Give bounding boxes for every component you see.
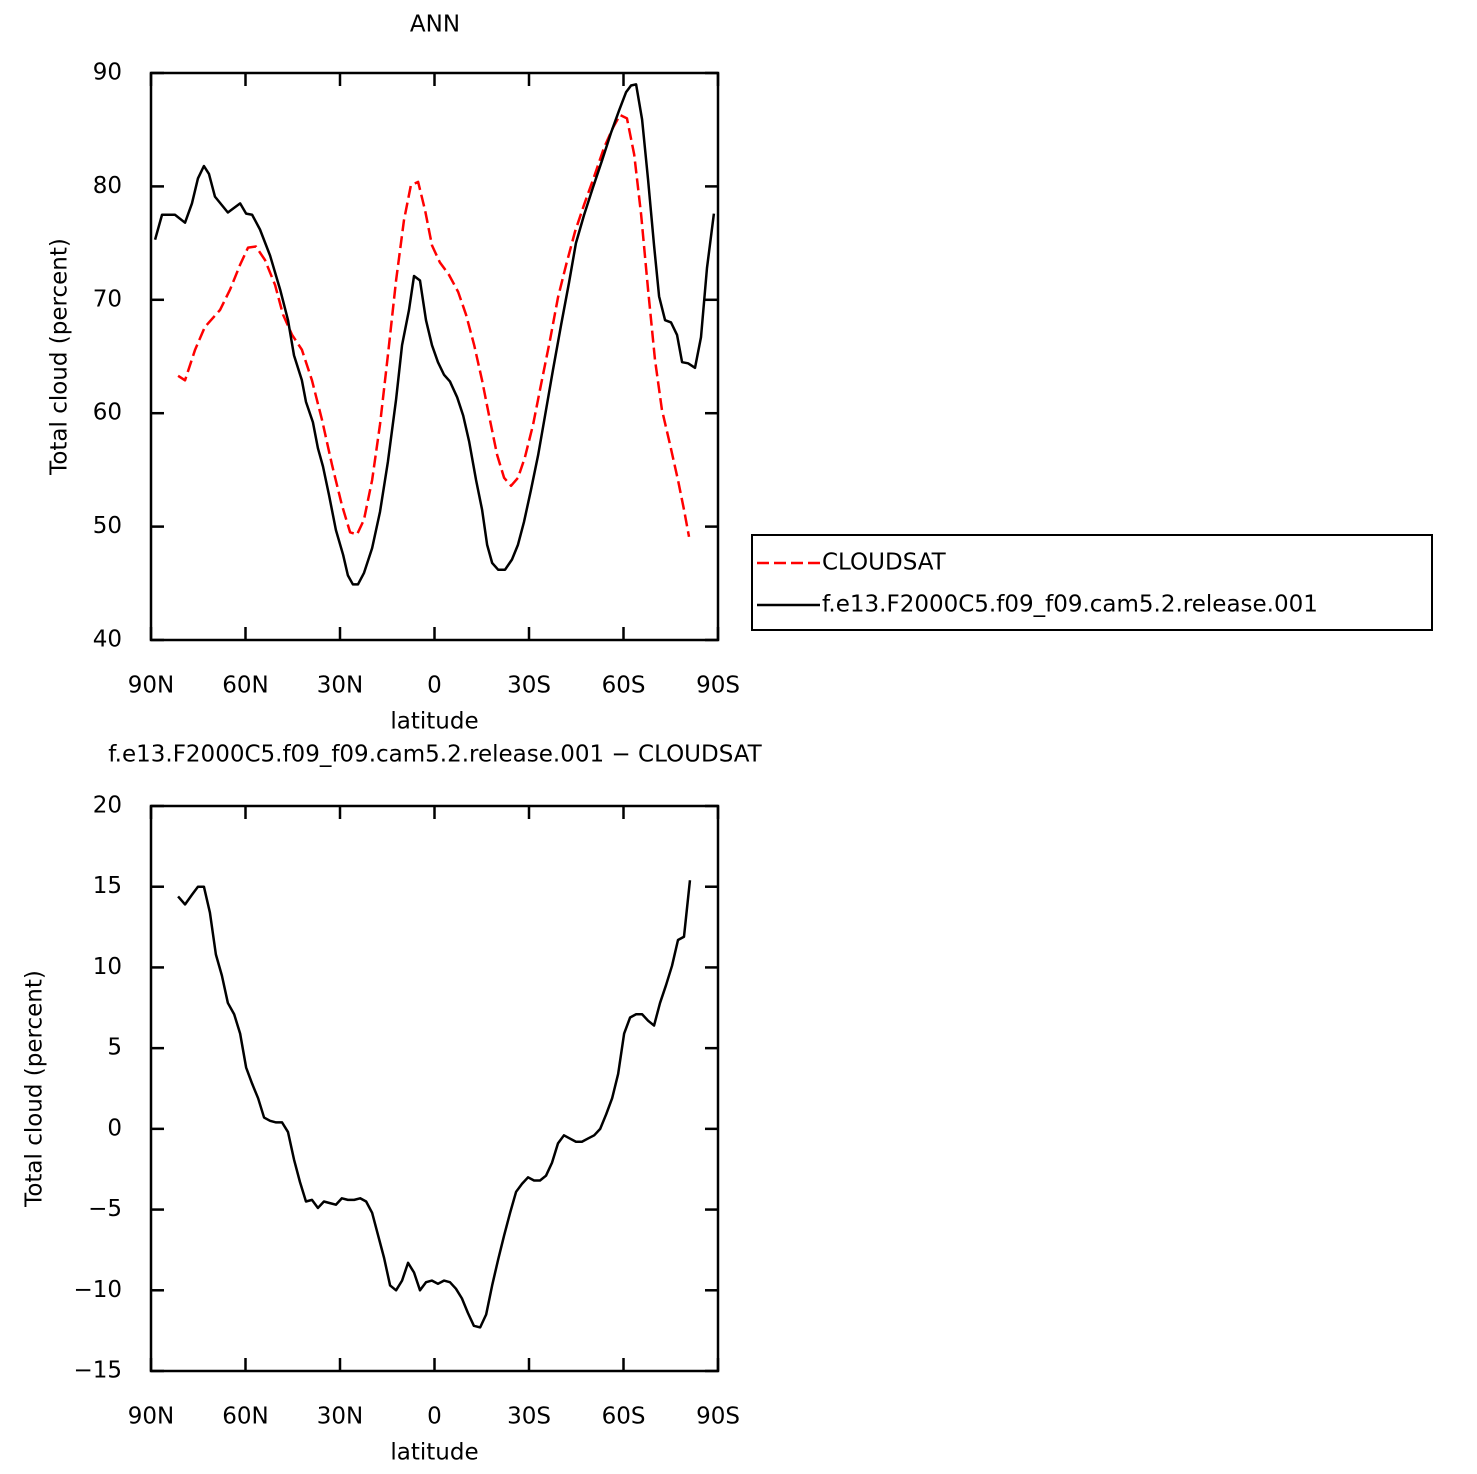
x-tick-label: 30S [507, 1404, 551, 1430]
chart-title: f.e13.F2000C5.f09_f09.cam5.2.release.001… [108, 742, 762, 768]
x-axis-label: latitude [390, 1440, 478, 1466]
x-tick-label: 60N [222, 673, 268, 699]
x-tick-label: 0 [427, 1404, 442, 1430]
y-tick-label: 40 [93, 627, 122, 653]
x-tick-label: 90S [696, 1404, 740, 1430]
x-tick-label: 90S [696, 673, 740, 699]
plot-frame [149, 71, 720, 642]
legend-box [751, 534, 1433, 631]
y-tick-label: 90 [93, 60, 122, 86]
legend-label: f.e13.F2000C5.f09_f09.cam5.2.release.001 [822, 592, 1318, 618]
y-tick-label: −5 [88, 1196, 122, 1222]
chart-title: ANN [410, 12, 460, 38]
data-line [177, 880, 692, 1329]
x-tick-label: 60N [222, 1404, 268, 1430]
x-tick-label: 30S [507, 673, 551, 699]
plot-frame [149, 804, 720, 1373]
y-tick-label: 50 [93, 513, 122, 539]
y-axis-label: Total cloud (percent) [47, 238, 73, 476]
data-line [177, 113, 691, 538]
x-tick-label: 30N [317, 1404, 363, 1430]
data-line [153, 83, 716, 586]
y-axis-label: Total cloud (percent) [22, 970, 48, 1208]
y-tick-label: −15 [73, 1358, 122, 1384]
x-tick-label: 90N [128, 673, 174, 699]
legend-label: CLOUDSAT [822, 550, 947, 576]
y-tick-label: 5 [107, 1035, 122, 1061]
y-tick-label: 10 [93, 954, 122, 980]
y-tick-label: −10 [73, 1277, 122, 1303]
y-tick-label: 15 [93, 873, 122, 899]
y-tick-label: 20 [93, 793, 122, 819]
x-tick-label: 90N [128, 1404, 174, 1430]
x-axis-label: latitude [390, 709, 478, 735]
y-tick-label: 0 [107, 1115, 122, 1141]
x-tick-label: 60S [602, 673, 646, 699]
y-tick-label: 60 [93, 400, 122, 426]
y-tick-label: 70 [93, 286, 122, 312]
x-tick-label: 30N [317, 673, 363, 699]
x-tick-label: 60S [602, 1404, 646, 1430]
x-tick-label: 0 [427, 673, 442, 699]
y-tick-label: 80 [93, 173, 122, 199]
